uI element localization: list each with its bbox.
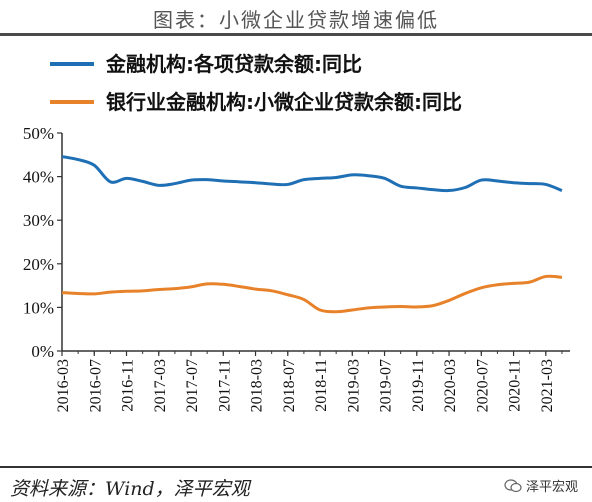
x-tick-label: 2021-03 (539, 359, 556, 412)
x-tick-label: 2018-07 (281, 359, 298, 412)
x-tick-label: 2017-07 (184, 359, 201, 412)
chart-title: 图表：小微企业贷款增速偏低 (153, 8, 439, 32)
legend-swatch-total-loans (50, 62, 94, 66)
x-tick-label: 2016-07 (87, 359, 104, 412)
y-tick-label: 20% (23, 255, 54, 274)
title-bar: 图表：小微企业贷款增速偏低 (0, 0, 592, 36)
y-tick-label: 40% (23, 168, 54, 187)
source-note: 资料来源：Wind，泽平宏观 (10, 478, 250, 500)
series-line-total-loans (61, 155, 563, 193)
x-tick-label: 2020-03 (442, 359, 459, 412)
x-tick-label: 2016-11 (120, 359, 137, 412)
watermark-label: 泽平宏观 (525, 480, 578, 495)
x-tick-label: 2017-11 (216, 359, 233, 412)
source-bar: 资料来源：Wind，泽平宏观 泽平宏观 (0, 466, 592, 502)
x-tick-label: 2017-03 (152, 359, 169, 412)
x-tick-label: 2018-11 (313, 359, 330, 412)
x-tick-label: 2018-03 (249, 359, 266, 412)
x-tick-label: 2020-07 (474, 359, 491, 412)
series-line-small-micro-loans (61, 274, 563, 314)
x-tick-label: 2019-07 (378, 359, 395, 412)
y-tick-label: 30% (23, 211, 54, 230)
legend-label-total-loans: 金融机构:各项贷款余额:同比 (106, 52, 362, 76)
x-tick-label: 2020-11 (507, 359, 524, 412)
y-tick-label: 0% (31, 342, 54, 361)
x-tick-label: 2019-03 (345, 359, 362, 412)
watermark: 泽平宏观 (504, 476, 578, 495)
wechat-icon (504, 478, 522, 493)
y-tick-label: 10% (23, 298, 54, 317)
x-tick-label: 2016-03 (55, 359, 72, 412)
legend-label-small-micro-loans: 银行业金融机构:小微企业贷款余额:同比 (106, 90, 462, 114)
line-chart: 0% 10% 20% 30% 40% 50% 2016-03 2016-07 2016-11 20… (23, 124, 570, 412)
y-tick-label: 50% (23, 124, 54, 143)
legend-swatch-small-micro-loans (50, 100, 94, 104)
x-tick-label: 2019-11 (410, 359, 427, 412)
